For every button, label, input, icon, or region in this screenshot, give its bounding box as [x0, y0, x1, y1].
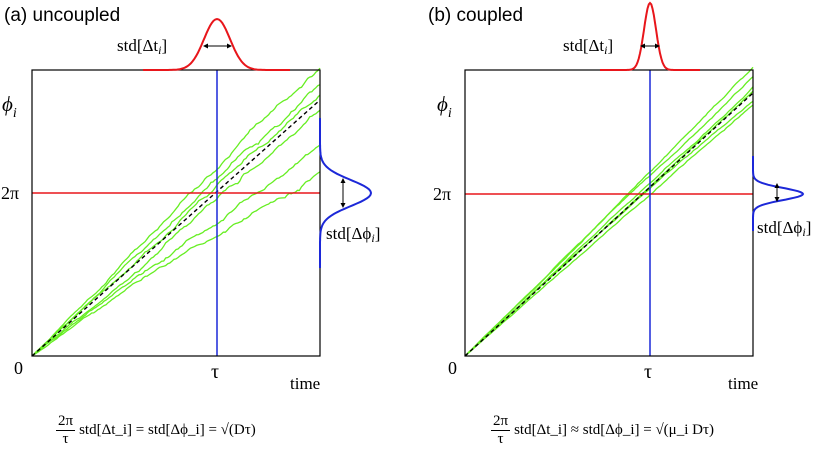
panel-a-formula-fraction: 2π τ: [56, 413, 76, 447]
panel-b-std-t-label: std[Δti]: [563, 36, 613, 57]
panel-b-formula-text: std[Δt_i] ≈ std[Δϕ_i] = √(μ_i Dτ): [514, 422, 714, 438]
panel-a-x-label: time: [290, 374, 320, 393]
panel-b-x-label: time: [728, 374, 758, 393]
panel-b-phase-distribution: [752, 156, 805, 231]
panel-b-y-label: ϕi: [437, 92, 452, 121]
panel-a-std-t-label: std[Δti]: [117, 36, 167, 57]
panel-b-origin-label: 0: [448, 358, 457, 378]
panel-a-y-label: ϕi: [2, 92, 17, 121]
panel-b-trajectory: [464, 66, 754, 357]
panel-a-title: (a) uncoupled: [4, 5, 120, 26]
panel-a-tau-tick: τ: [211, 361, 219, 383]
panel-b-time-distribution: [600, 1, 700, 71]
panel-b-formula: 2π τ std[Δt_i] ≈ std[Δϕ_i] = √(μ_i Dτ): [491, 413, 714, 448]
panel-a-formula-text: std[Δt_i] = std[Δϕ_i] = √(Dτ): [79, 422, 256, 438]
panel-b-std-phi-arrow: [774, 183, 780, 202]
panel-a-std-t-arrow: [203, 43, 232, 49]
panel-b-std-phi-label: std[Δϕi]: [757, 218, 811, 239]
panel-a-std-phi-label: std[Δϕi]: [326, 224, 380, 245]
panel-b-2pi-tick: 2π: [433, 184, 451, 204]
panel-a-trajectory: [31, 171, 321, 357]
panel-b-trajectory: [464, 76, 754, 357]
panel-a-trajectory: [31, 109, 321, 357]
panel-b-formula-fraction: 2π τ: [491, 413, 511, 447]
panel-b-trajectory: [464, 104, 754, 357]
panel-a-time-distribution: [143, 17, 290, 71]
panel-b-trajectories: [464, 66, 754, 357]
panel-a: (a) uncoupled std[Δti] std[Δϕi] ϕi 2π 0 …: [1, 5, 380, 393]
panel-b-title: (b) coupled: [428, 5, 523, 26]
panel-a-phase-distribution: [319, 118, 373, 268]
panel-a-2pi-tick: 2π: [1, 183, 19, 203]
panel-a-mean-line: [31, 99, 321, 357]
panel-a-origin-label: 0: [14, 358, 23, 378]
panel-b: (b) coupled std[Δti] std[Δϕi] ϕi 2π 0 τ …: [428, 1, 811, 393]
panel-a-std-phi-arrow: [340, 178, 346, 208]
panel-a-trajectory: [31, 144, 321, 357]
panel-a-trajectory: [31, 67, 321, 357]
panel-a-trajectories: [31, 67, 321, 357]
panel-a-trajectory: [31, 84, 321, 357]
panel-a-frame: [31, 69, 321, 357]
panel-b-mean-line: [464, 92, 754, 357]
panel-b-tau-tick: τ: [644, 361, 652, 383]
panel-b-std-t-arrow: [640, 43, 660, 49]
panel-a-formula: 2π τ std[Δt_i] = std[Δϕ_i] = √(Dτ): [56, 413, 256, 448]
